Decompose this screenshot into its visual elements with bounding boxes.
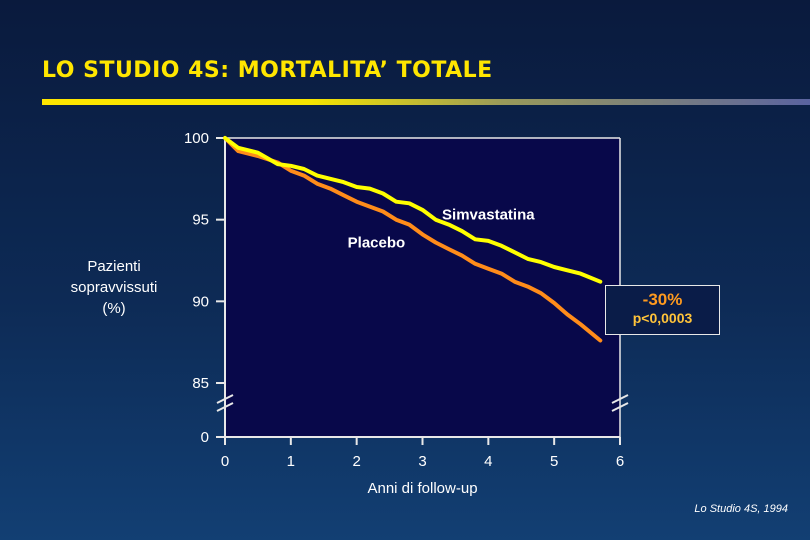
y-axis-break-mark xyxy=(216,402,234,412)
x-tick-label: 6 xyxy=(616,453,624,470)
p-value: p<0,0003 xyxy=(632,310,693,326)
right-axis-break-mark xyxy=(611,394,629,404)
x-axis-label: Anni di follow-up xyxy=(367,480,477,497)
x-tick-label: 2 xyxy=(352,453,360,470)
x-tick-label: 1 xyxy=(287,453,295,470)
series-label-simvastatina: Simvastatina xyxy=(442,207,535,224)
y-tick-label: 90 xyxy=(192,293,209,310)
reduction-annotation-box: -30% p<0,0003 xyxy=(605,285,720,335)
y-tick-label: 85 xyxy=(192,375,209,392)
reduction-percent: -30% xyxy=(642,290,683,309)
series-line-placebo xyxy=(223,136,603,343)
x-tick-label: 4 xyxy=(484,453,492,470)
series-line-simvastatina xyxy=(223,136,603,284)
right-axis-break-mark xyxy=(611,402,629,412)
x-tick-label: 5 xyxy=(550,453,558,470)
title-underline xyxy=(42,99,810,105)
x-tick-label: 0 xyxy=(221,453,229,470)
y-tick-label: 100 xyxy=(184,130,209,147)
series-label-placebo: Placebo xyxy=(348,234,406,251)
y-tick-label: 0 xyxy=(201,429,209,446)
plot-area xyxy=(225,138,620,437)
citation: Lo Studio 4S, 1994 xyxy=(694,503,788,515)
x-tick-label: 3 xyxy=(418,453,426,470)
y-axis-break-mark xyxy=(216,394,234,404)
slide-title: LO STUDIO 4S: MORTALITA’ TOTALE xyxy=(42,58,493,83)
y-axis-label: Pazienti sopravvissuti (%) xyxy=(70,258,158,317)
y-tick-label: 95 xyxy=(192,212,209,229)
